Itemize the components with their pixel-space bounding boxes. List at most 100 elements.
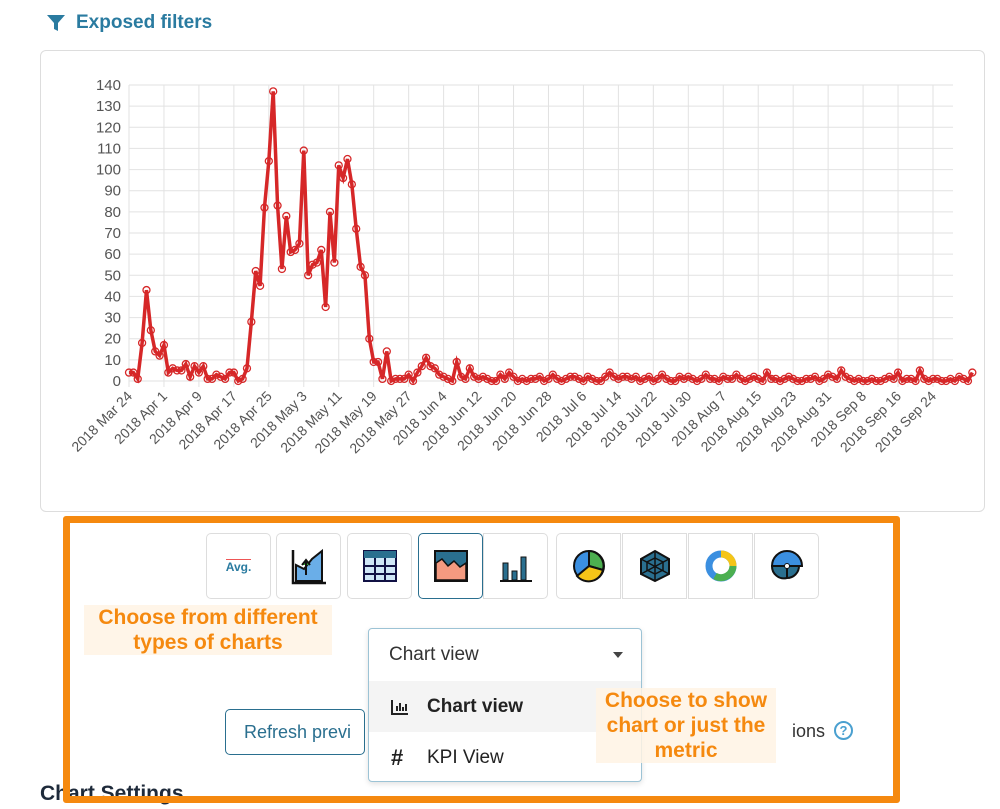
- data-point: [701, 370, 710, 379]
- y-tick-label: 90: [104, 183, 121, 200]
- data-point: [688, 374, 697, 384]
- data-point: [255, 281, 265, 291]
- data-point: [190, 362, 199, 371]
- data-point: [146, 326, 155, 335]
- data-point: [636, 376, 645, 386]
- data-point: [194, 368, 204, 377]
- data-point: [129, 368, 138, 377]
- data-point: [570, 372, 579, 381]
- exposed-filters-label: Exposed filters: [76, 12, 213, 33]
- data-point: [137, 338, 147, 348]
- data-point: [793, 376, 802, 386]
- option-chart-view[interactable]: Chart view: [369, 681, 641, 732]
- data-point: [286, 247, 295, 257]
- radar-chart-icon: [639, 549, 670, 583]
- y-tick-label: 110: [97, 140, 121, 157]
- filter-icon: [47, 15, 65, 31]
- chart-types-annotation: Choose from different types of charts: [84, 605, 332, 655]
- area-chart-button[interactable]: [418, 533, 483, 599]
- data-point: [365, 334, 374, 343]
- data-point: [260, 203, 269, 212]
- data-point: [330, 258, 339, 267]
- avg-button[interactable]: Avg.: [206, 533, 271, 599]
- data-point: [343, 154, 352, 164]
- data-point: [893, 368, 903, 377]
- data-point: [885, 372, 894, 381]
- data-point: [181, 359, 190, 369]
- option-kpi-view[interactable]: # KPI View: [369, 732, 641, 783]
- data-point: [601, 372, 610, 381]
- data-point: [596, 376, 606, 386]
- data-point: [858, 376, 868, 386]
- area-growth-button[interactable]: [276, 533, 341, 599]
- view-select[interactable]: Chart view: [369, 629, 641, 681]
- help-icon[interactable]: ?: [834, 721, 853, 740]
- data-point: [692, 376, 702, 386]
- data-point: [229, 368, 239, 377]
- data-point: [963, 376, 973, 386]
- data-point: [850, 376, 859, 386]
- data-point: [714, 376, 724, 386]
- data-point: [277, 264, 287, 274]
- option-label: Chart view: [427, 695, 524, 717]
- data-point: [880, 374, 890, 384]
- pie-chart-button[interactable]: [556, 533, 621, 599]
- data-point: [474, 374, 483, 384]
- data-point: [483, 374, 492, 384]
- data-point: [579, 376, 588, 386]
- data-point: [828, 372, 837, 381]
- data-point: [505, 368, 514, 377]
- data-point: [618, 372, 627, 381]
- data-point: [421, 353, 431, 362]
- series-line: [129, 91, 974, 385]
- donut-chart-button[interactable]: [688, 533, 753, 599]
- data-point: [216, 372, 225, 381]
- data-point: [487, 376, 496, 386]
- table-icon: [362, 550, 397, 582]
- data-point: [614, 374, 623, 384]
- data-point: [876, 376, 885, 386]
- data-point: [950, 376, 959, 386]
- data-point: [155, 351, 164, 360]
- data-point: [762, 368, 772, 377]
- data-point: [539, 376, 549, 386]
- data-point: [413, 368, 422, 377]
- data-point: [815, 376, 824, 386]
- y-tick-label: 70: [104, 225, 121, 242]
- data-point: [697, 374, 706, 384]
- data-point: [666, 376, 675, 386]
- table-button[interactable]: [347, 533, 412, 599]
- data-point: [133, 374, 142, 384]
- data-point: [535, 372, 544, 381]
- view-select-value: Chart view: [389, 644, 479, 665]
- y-tick-label: 80: [104, 204, 121, 221]
- caret-down-icon: [613, 652, 623, 658]
- data-point: [395, 374, 405, 384]
- data-point: [732, 370, 741, 379]
- data-point: [426, 362, 435, 371]
- data-point: [959, 374, 968, 384]
- data-point: [518, 374, 527, 384]
- data-point: [269, 87, 278, 96]
- data-point: [640, 374, 649, 384]
- data-point: [671, 376, 680, 386]
- data-point: [644, 372, 654, 381]
- data-point: [430, 364, 440, 373]
- bar-chart-button[interactable]: [483, 533, 548, 599]
- data-point: [526, 374, 536, 384]
- polar-chart-button[interactable]: [754, 533, 819, 599]
- data-point: [588, 374, 597, 384]
- data-point: [684, 372, 693, 381]
- y-tick-label: 0: [113, 373, 121, 390]
- data-point: [531, 374, 540, 384]
- data-point: [946, 374, 955, 384]
- refresh-preview-button[interactable]: Refresh previ: [225, 709, 365, 755]
- data-point: [758, 376, 767, 386]
- radar-chart-button[interactable]: [622, 533, 687, 599]
- y-tick-label: 120: [96, 119, 121, 136]
- data-point: [544, 374, 553, 384]
- data-point: [225, 368, 234, 377]
- exposed-filters-toggle[interactable]: Exposed filters: [46, 12, 212, 34]
- chart-card: 0 10 20 30 40 50 60 70 80 90 100 110 120 130 140 2018 M…: [40, 50, 985, 512]
